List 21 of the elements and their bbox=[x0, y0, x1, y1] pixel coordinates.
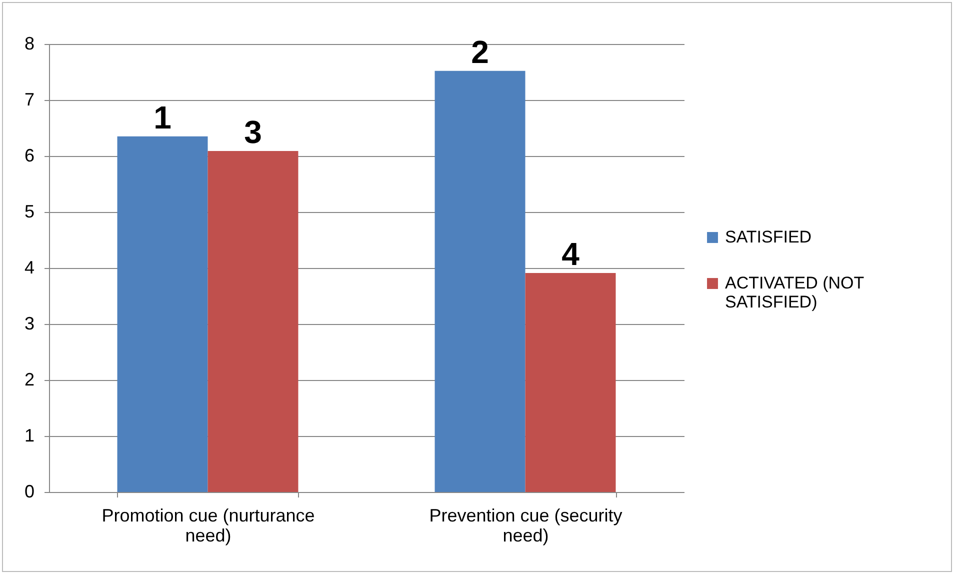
y-tick-label: 1 bbox=[24, 426, 34, 446]
y-tick-label: 0 bbox=[24, 482, 34, 502]
bar bbox=[117, 136, 208, 492]
bar bbox=[208, 150, 298, 492]
bar bbox=[525, 273, 616, 492]
y-tick-label: 5 bbox=[24, 202, 34, 222]
annotation: 3 bbox=[244, 114, 262, 150]
x-tick-label: Prevention cue (security need) bbox=[429, 506, 622, 546]
annotation: 2 bbox=[471, 34, 489, 70]
annotation: 4 bbox=[562, 236, 580, 272]
legend-label: ACTIVATED (NOT SATISFIED) bbox=[725, 274, 864, 312]
y-tick-label: 6 bbox=[24, 146, 34, 166]
legend-label: SATISFIED bbox=[725, 228, 812, 246]
bar bbox=[434, 70, 526, 492]
x-tick-label: Promotion cue (nurturance need) bbox=[102, 506, 315, 546]
y-tick-label: 8 bbox=[24, 34, 34, 54]
annotation: 1 bbox=[154, 99, 172, 136]
y-tick-label: 4 bbox=[24, 258, 34, 278]
y-tick-label: 3 bbox=[24, 314, 34, 334]
y-tick-label: 2 bbox=[24, 370, 34, 390]
y-tick-label: 7 bbox=[24, 90, 34, 110]
